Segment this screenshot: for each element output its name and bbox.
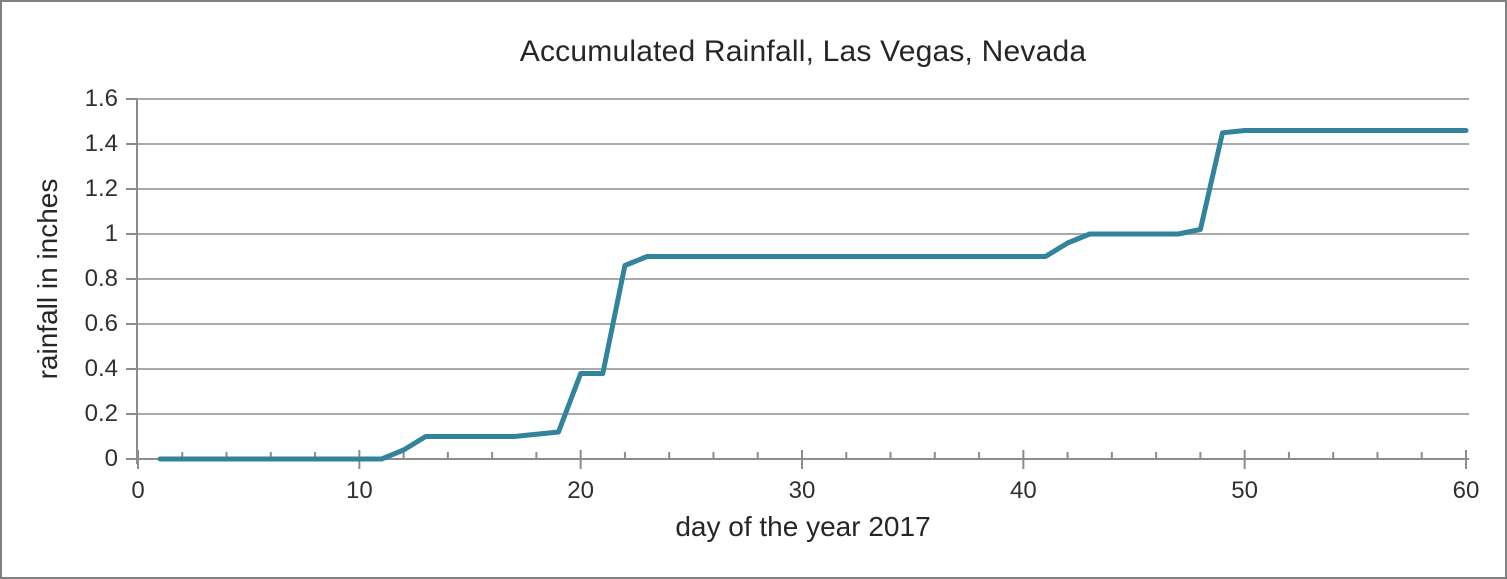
x-tick-label: 20 [567,477,595,504]
y-tick-label: 0 [104,445,118,472]
y-tick-label: 1.2 [84,175,118,202]
y-tick-label: 0.2 [84,400,118,427]
y-tick-label: 1.4 [84,130,118,157]
rainfall-line [157,128,1469,462]
x-axis-title: day of the year 2017 [675,511,931,542]
chart-title: Accumulated Rainfall, Las Vegas, Nevada [519,35,1087,68]
x-tick-label: 0 [131,477,145,504]
x-tick-label: 40 [1009,477,1037,504]
y-tick-label: 0.4 [84,355,118,382]
y-tick-label: 0.6 [84,310,118,337]
x-tick-label: 60 [1452,477,1480,504]
y-tick-label: 1.6 [84,85,118,112]
y-tick-label: 0.8 [84,265,118,292]
x-tick-label: 30 [788,477,816,504]
x-tick-label: 10 [345,477,373,504]
y-tick-label: 1 [104,220,118,247]
x-tick-label: 50 [1231,477,1259,504]
